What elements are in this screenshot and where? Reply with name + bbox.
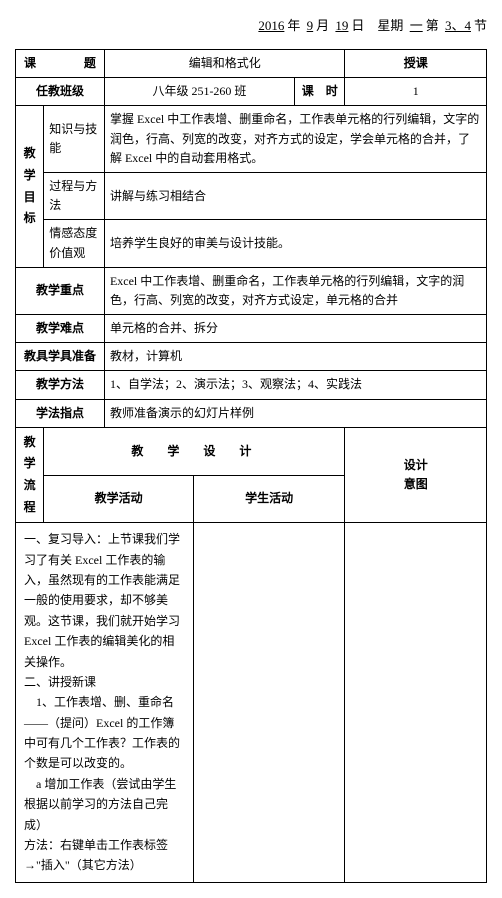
student-activity-label: 学生活动 <box>193 475 345 523</box>
intent-content <box>345 523 487 883</box>
goals-section-label: 教学目标 <box>16 106 44 267</box>
period-label: 课 时 <box>294 78 345 106</box>
class-value: 八年级 251-260 班 <box>104 78 294 106</box>
intent-label: 设计意图 <box>345 427 487 522</box>
student-activity-content <box>193 523 345 883</box>
process-value: 讲解与练习相结合 <box>104 172 486 219</box>
day: 19 <box>332 18 351 33</box>
lesson-plan-table: 课 题 编辑和格式化 授课 任教班级 八年级 251-260 班 课 时 1 教… <box>15 49 487 883</box>
key-value: Excel 中工作表增、删重命名，工作表单元格的行列编辑，文字的润色，行高、列宽… <box>104 267 486 314</box>
attitude-label: 情感态度价值观 <box>44 220 105 267</box>
difficulty-value: 单元格的合并、拆分 <box>104 315 486 343</box>
teach-label: 授课 <box>345 50 487 78</box>
teacher-activity-label: 教学活动 <box>44 475 194 523</box>
month: 9 <box>304 18 317 33</box>
method-value: 1、自学法；2、演示法；3、观察法；4、实践法 <box>104 371 486 399</box>
guide-label: 学法指点 <box>16 399 105 427</box>
difficulty-label: 教学难点 <box>16 315 105 343</box>
period-value: 1 <box>345 78 487 106</box>
process-label: 过程与方法 <box>44 172 105 219</box>
guide-value: 教师准备演示的幻灯片样例 <box>104 399 486 427</box>
design-title: 教 学 设 计 <box>44 427 345 475</box>
prep-label: 教具学具准备 <box>16 343 105 371</box>
date-header: 2016年 9月 19日 星期 一第 3、4节 <box>15 15 487 34</box>
knowledge-value: 掌握 Excel 中工作表增、删重命名，工作表单元格的行列编辑，文字的润色，行高… <box>104 106 486 173</box>
periods: 3、4 <box>442 18 474 33</box>
method-label: 教学方法 <box>16 371 105 399</box>
weekday: 一 <box>407 18 426 33</box>
year: 2016 <box>255 18 287 33</box>
knowledge-label: 知识与技能 <box>44 106 105 173</box>
class-label: 任教班级 <box>16 78 105 106</box>
topic-label: 课 题 <box>16 50 105 78</box>
prep-value: 教材，计算机 <box>104 343 486 371</box>
key-label: 教学重点 <box>16 267 105 314</box>
topic-value: 编辑和格式化 <box>104 50 345 78</box>
attitude-value: 培养学生良好的审美与设计技能。 <box>104 220 486 267</box>
design-body: 一、复习导入：上节课我们学习了有关 Excel 工作表的输入，虽然现有的工作表能… <box>16 523 194 883</box>
flow-label: 教学流程 <box>16 427 44 522</box>
